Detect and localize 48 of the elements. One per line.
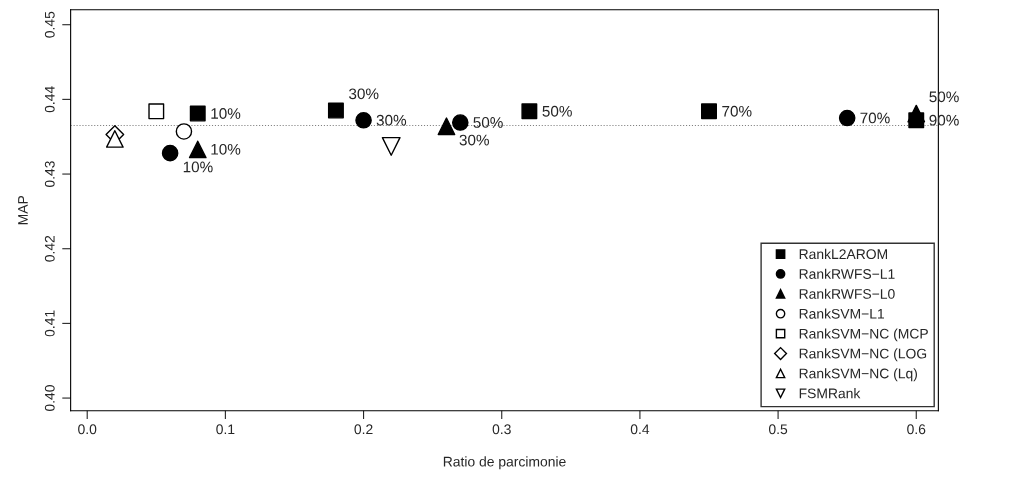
annotation: 30% bbox=[349, 88, 379, 100]
point bbox=[701, 103, 717, 120]
x-tick-label: 0.0 bbox=[78, 424, 97, 435]
y-tick-label: 0.41 bbox=[44, 310, 55, 337]
x-tick-label: 0.1 bbox=[216, 424, 235, 435]
y-tick-label: 0.40 bbox=[44, 385, 55, 412]
legend-label: RankSVM−NC (Lq) bbox=[799, 368, 917, 382]
y-tick-label: 0.44 bbox=[44, 86, 55, 113]
annotation: 30% bbox=[376, 114, 407, 126]
point bbox=[175, 123, 193, 140]
legend-label: RankRWFS−L0 bbox=[799, 288, 895, 299]
x-tick-label: 0.2 bbox=[354, 424, 373, 435]
annotation: 10% bbox=[183, 161, 213, 173]
y-tick-label: 0.45 bbox=[44, 11, 55, 38]
annotation: 10% bbox=[211, 108, 241, 119]
point bbox=[148, 103, 165, 120]
y-tick-label: 0.43 bbox=[44, 161, 55, 188]
annotation: 10% bbox=[211, 143, 241, 155]
x-tick-label: 0.3 bbox=[492, 424, 511, 435]
annotation: 30% bbox=[459, 134, 489, 146]
point bbox=[451, 114, 469, 131]
legend-label: RankSVM−NC (LOG bbox=[799, 348, 927, 362]
point bbox=[105, 130, 124, 148]
annotation: 50% bbox=[473, 117, 503, 128]
legend-label: RankL2AROM bbox=[799, 248, 888, 260]
point bbox=[521, 103, 538, 120]
point bbox=[838, 109, 856, 127]
legend-label: RankRWFS−L1 bbox=[799, 268, 895, 279]
y-tick-label: 0.42 bbox=[44, 235, 55, 262]
point bbox=[437, 117, 456, 136]
x-axis-title: Ratio de parcimonie bbox=[443, 456, 566, 470]
annotation: 70% bbox=[722, 105, 752, 117]
point bbox=[327, 102, 344, 119]
point bbox=[381, 136, 401, 156]
legend-label: RankSVM−NC (MCP bbox=[799, 328, 928, 342]
x-tick-label: 0.6 bbox=[907, 424, 926, 435]
x-tick-label: 0.4 bbox=[630, 424, 650, 435]
x-tick-label: 0.5 bbox=[768, 424, 788, 435]
annotation: 50% bbox=[542, 105, 572, 117]
point bbox=[188, 140, 207, 159]
point bbox=[355, 111, 372, 129]
point bbox=[161, 144, 179, 162]
legend-label: RankSVM−L1 bbox=[799, 308, 885, 319]
point bbox=[907, 104, 926, 123]
point bbox=[189, 105, 206, 122]
legend-label: FSMRank bbox=[799, 388, 861, 399]
y-axis-title: MAP bbox=[18, 195, 28, 225]
annotation: 70% bbox=[860, 112, 890, 124]
